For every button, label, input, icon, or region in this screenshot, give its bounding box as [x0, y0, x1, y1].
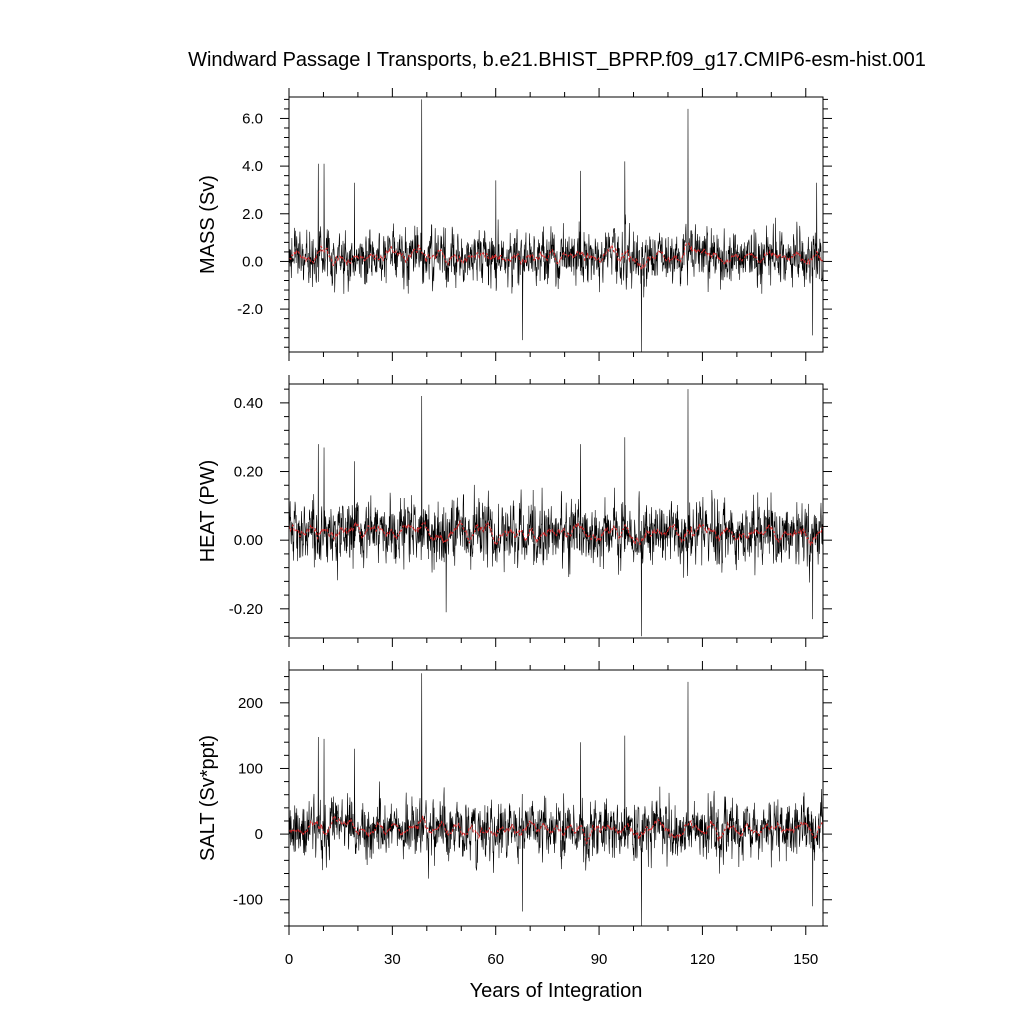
panels-layer: 6.0 4.0 2.0 0.0 -2.0 MASS (Sv) 0.40 0.20 0.00 -0.… [197, 88, 832, 968]
series-smoothed [289, 519, 823, 547]
y-tick-label: 100 [238, 760, 263, 777]
series-monthly [289, 99, 823, 352]
x-tick-label: 150 [793, 951, 818, 968]
series-monthly [289, 389, 823, 637]
x-tick-label: 120 [690, 951, 715, 968]
y-axis-label: MASS (Sv) [197, 175, 219, 274]
panel-2: 0.40 0.20 0.00 -0.20 HEAT (PW) [197, 375, 832, 647]
y-tick-label: 2.0 [242, 206, 263, 223]
y-tick-label: 200 [238, 695, 263, 712]
series-monthly [289, 673, 823, 926]
y-tick-label: 0.0 [242, 253, 263, 270]
plot-frame [288, 669, 824, 927]
y-tick-label: -2.0 [237, 301, 263, 318]
plot-frame [288, 383, 824, 639]
x-axis-label: Years of Integration [470, 980, 643, 1002]
y-tick-label: -0.20 [229, 601, 263, 618]
y-tick-label: 0 [255, 826, 263, 843]
y-axis-label: HEAT (PW) [197, 460, 219, 563]
x-tick-label: 30 [384, 951, 401, 968]
y-tick-label: 0.00 [234, 532, 263, 549]
x-tick-label: 60 [487, 951, 504, 968]
series-smoothed [289, 242, 823, 270]
y-axis-label: SALT (Sv*ppt) [197, 735, 219, 861]
series-smoothed [289, 814, 823, 845]
y-tick-label: -100 [233, 892, 263, 909]
y-tick-label: 0.20 [234, 464, 263, 481]
y-tick-label: 0.40 [234, 395, 263, 412]
x-tick-label: 0 [285, 951, 293, 968]
y-tick-label: 4.0 [242, 158, 263, 175]
panel-1: 6.0 4.0 2.0 0.0 -2.0 MASS (Sv) [197, 88, 832, 361]
panel-3: 200 100 0 -100 SALT (Sv*ppt) [197, 661, 832, 935]
x-tick-label: 90 [591, 951, 608, 968]
plot-frame [288, 96, 824, 353]
chart-title: Windward Passage I Transports, b.e21.BHI… [188, 49, 926, 71]
y-tick-label: 6.0 [242, 110, 263, 127]
